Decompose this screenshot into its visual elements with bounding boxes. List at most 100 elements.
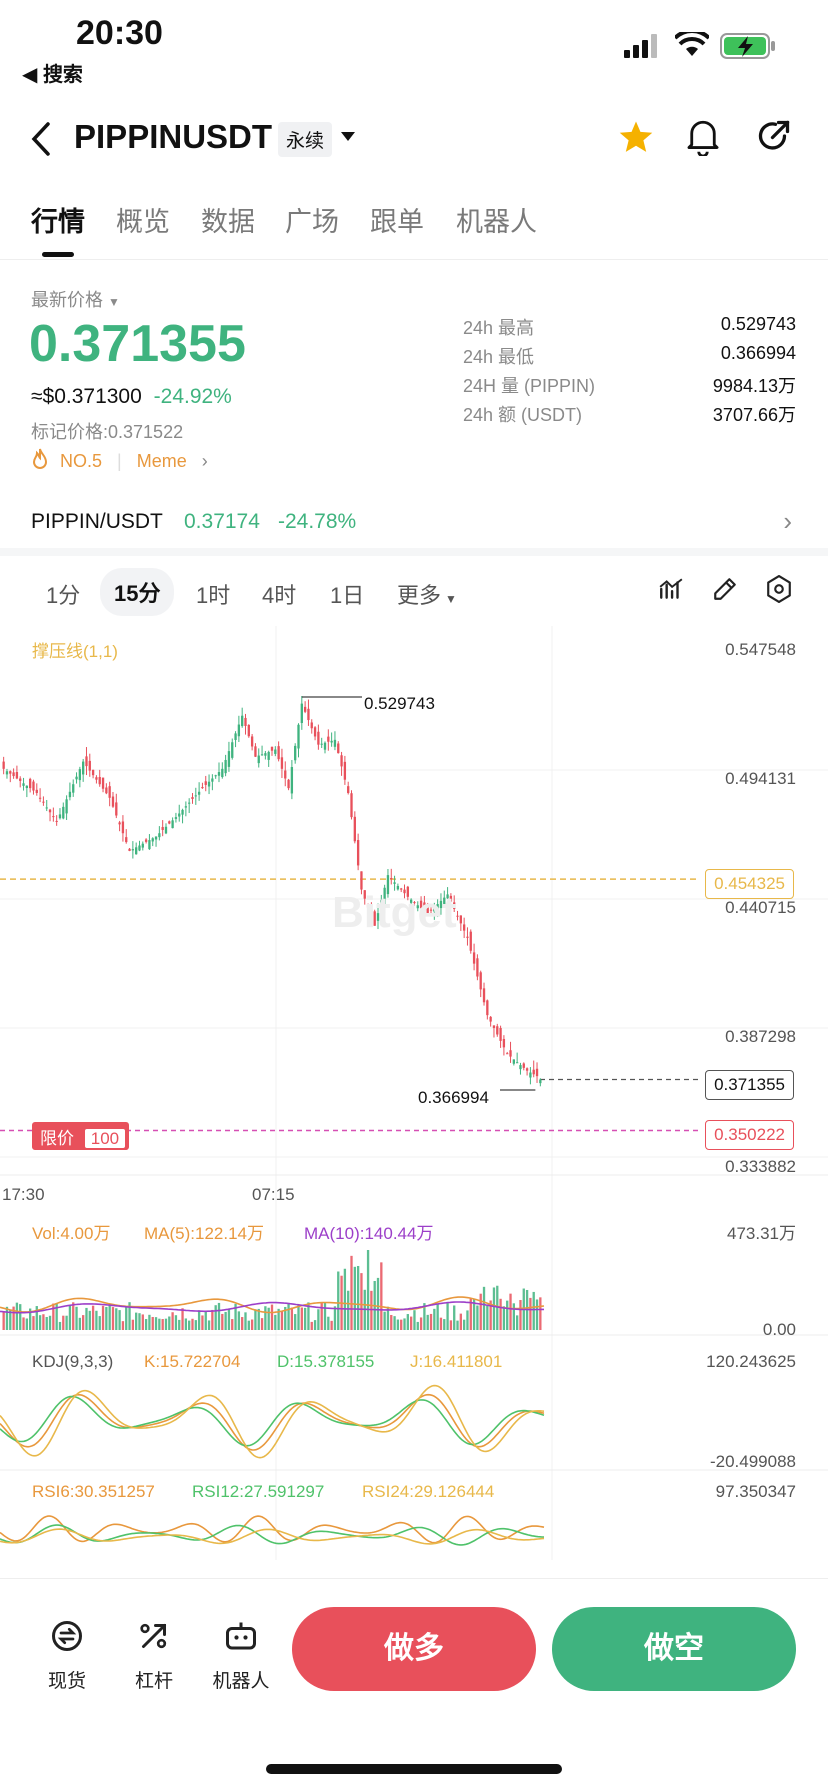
volume-bar — [168, 1316, 171, 1330]
volume-bar — [466, 1310, 469, 1330]
volume-bar — [419, 1317, 423, 1330]
rank-badge[interactable]: NO.5 | Meme › — [31, 448, 208, 475]
candle-body — [409, 899, 413, 903]
limit-order-marker[interactable]: 限价 100 — [32, 1122, 130, 1150]
tabs-divider — [0, 259, 828, 260]
timeframe-1m[interactable]: 1分 — [46, 583, 81, 608]
nav-leverage[interactable]: 杠杆 — [114, 1618, 194, 1693]
draw-pencil-icon[interactable] — [712, 576, 738, 602]
candle-body — [75, 776, 78, 780]
latest-price-label[interactable]: 最新价格 ▼ — [31, 290, 120, 310]
volume-bar — [323, 1302, 327, 1330]
symbol-dropdown-icon[interactable] — [340, 130, 356, 142]
timeframe-1d[interactable]: 1日 — [330, 583, 365, 608]
bell-icon[interactable] — [686, 118, 720, 156]
candle-body — [462, 924, 466, 931]
kdj-k-line — [0, 1393, 545, 1451]
volume-bar — [462, 1319, 466, 1330]
timeframe-4h[interactable]: 4时 — [262, 583, 297, 608]
volume-bar — [539, 1297, 542, 1330]
spot-pair-row[interactable]: PIPPIN/USDT 0.37174 -24.78% › — [31, 506, 792, 536]
candle-body — [459, 915, 462, 924]
candle-body — [65, 799, 68, 814]
nav-robot[interactable]: 机器人 — [201, 1618, 281, 1693]
bottom-bar-divider — [0, 1578, 828, 1579]
candle-body — [164, 826, 168, 834]
candle-body — [363, 890, 366, 899]
candle-body — [472, 952, 476, 964]
candle-body — [522, 1063, 525, 1068]
back-to-search-link[interactable]: ◀ 搜索 — [22, 64, 83, 86]
limit-order-price-tag: 0.350222 — [705, 1120, 794, 1150]
long-button[interactable]: 做多 — [292, 1607, 536, 1691]
wifi-icon — [675, 32, 709, 58]
favorite-star-icon[interactable] — [618, 120, 654, 154]
candle-body — [68, 791, 72, 798]
volume-ma5-label: MA(5):122.14万 — [144, 1224, 264, 1243]
volume-bar — [204, 1311, 207, 1330]
volume-bar — [38, 1315, 42, 1330]
chart-settings-icon[interactable] — [766, 575, 792, 603]
chevron-right-icon: › — [783, 506, 792, 536]
candle-body — [78, 769, 82, 781]
volume-ma10-line — [0, 1301, 544, 1314]
candle-body — [456, 915, 459, 917]
candle-body — [327, 736, 330, 742]
volume-bar — [250, 1319, 254, 1330]
volume-bar — [469, 1298, 472, 1330]
battery-charging-icon — [720, 32, 776, 60]
candle-body — [313, 727, 317, 737]
chart-watermark: Bitget — [332, 888, 457, 937]
volume-bar — [191, 1318, 194, 1330]
volume-bar — [277, 1308, 280, 1330]
candle-body — [277, 746, 280, 760]
volume-bar — [413, 1310, 416, 1330]
volume-bar — [443, 1319, 446, 1330]
volume-bar — [5, 1306, 9, 1330]
tab-square[interactable]: 广场 — [285, 207, 339, 237]
candle-body — [178, 813, 181, 817]
volume-bar — [88, 1310, 91, 1330]
share-icon[interactable] — [756, 118, 792, 154]
tab-copy-trading[interactable]: 跟单 — [370, 207, 424, 237]
candle-body — [330, 740, 333, 743]
nav-spot[interactable]: 现货 — [27, 1618, 107, 1693]
tab-data[interactable]: 数据 — [201, 207, 255, 237]
candle-body — [446, 894, 449, 899]
volume-bar — [115, 1308, 118, 1330]
candle-body — [300, 703, 303, 724]
volume-bar — [48, 1315, 52, 1330]
volume-bar — [320, 1302, 323, 1330]
volume-bar — [492, 1287, 496, 1330]
timeframe-more[interactable]: 更多 ▼ — [397, 583, 457, 608]
tab-overview[interactable]: 概览 — [116, 207, 170, 237]
symbol-title[interactable]: PIPPINUSDT — [74, 118, 273, 155]
timeframe-15m[interactable]: 15分 — [100, 568, 175, 616]
kline-chart[interactable] — [0, 626, 828, 1571]
indicator-icon[interactable] — [658, 576, 684, 602]
timeframe-1h[interactable]: 1时 — [196, 583, 231, 608]
candle-body — [413, 902, 416, 904]
volume-bar — [15, 1302, 19, 1330]
kdj-d-line — [0, 1395, 545, 1447]
tab-robot[interactable]: 机器人 — [456, 207, 537, 237]
volume-bar — [370, 1290, 373, 1330]
volume-bar — [310, 1321, 313, 1330]
candle-body — [101, 777, 105, 789]
volume-bar — [313, 1320, 317, 1330]
volume-bar — [453, 1305, 456, 1330]
contract-type-badge[interactable]: 永续 — [278, 122, 333, 157]
candle-body — [449, 895, 453, 902]
current-price-tag[interactable]: 0.371355 — [705, 1070, 794, 1100]
volume-bar — [426, 1314, 429, 1330]
volume-bar — [300, 1307, 303, 1330]
candle-body — [320, 743, 323, 745]
short-button[interactable]: 做空 — [552, 1607, 796, 1691]
y-axis-label: 0.440715 — [725, 898, 796, 917]
back-icon[interactable] — [30, 122, 52, 156]
candle-body — [469, 931, 472, 951]
tab-market[interactable]: 行情 — [31, 207, 85, 237]
volume-bar — [439, 1317, 443, 1330]
candle-body — [509, 1050, 512, 1057]
candle-body — [131, 849, 135, 851]
